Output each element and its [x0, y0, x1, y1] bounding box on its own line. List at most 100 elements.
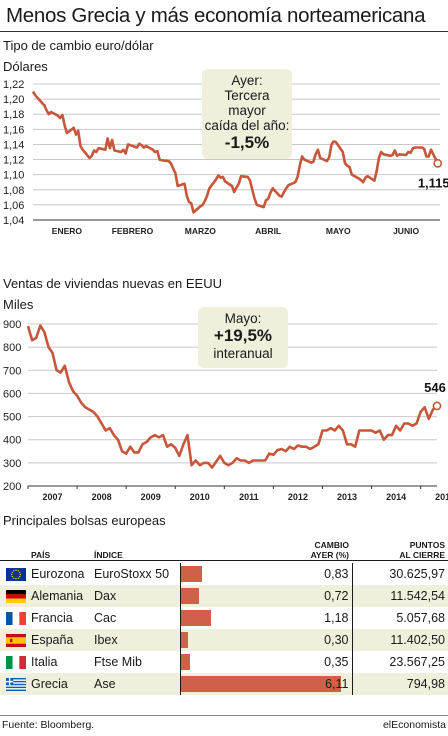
headline-divider — [0, 31, 448, 32]
table-row: Italia Ftse Mib 0,35 23.567,25 — [0, 651, 448, 673]
france-flag-icon — [6, 612, 26, 626]
y-tick-label: 1,04 — [3, 215, 24, 227]
close-points: 11.542,54 — [362, 585, 448, 607]
footer-divider — [0, 715, 448, 716]
x-tick-label: 2010 — [190, 492, 210, 502]
table-row: España Ibex 0,30 11.402,50 — [0, 629, 448, 651]
table-row: Francia Cac 1,18 5.057,68 — [0, 607, 448, 629]
y-tick-label: 600 — [3, 388, 21, 400]
x-tick-label: MAYO — [326, 226, 351, 236]
y-tick-label: 1,10 — [3, 170, 24, 182]
y-tick-label: 1,14 — [3, 139, 24, 151]
change-value: 0,30 — [324, 633, 349, 647]
last-value-label: 1,115 — [418, 175, 448, 190]
change-bar — [180, 632, 189, 648]
change-bar — [180, 676, 341, 692]
x-tick-label: 2009 — [141, 492, 161, 502]
y-tick-label: 1,12 — [3, 155, 24, 167]
close-points: 11.402,50 — [362, 629, 448, 651]
table-header-divider — [0, 560, 448, 561]
chart2-title: Ventas de viviendas nuevas en EEUU — [3, 276, 222, 291]
y-tick-label: 1,22 — [3, 79, 24, 91]
y-tick-label: 1,18 — [3, 109, 24, 121]
change-value: 0,72 — [324, 589, 349, 603]
y-tick-label: 300 — [3, 458, 21, 470]
country-name: Italia — [31, 655, 58, 669]
y-tick-label: 700 — [3, 365, 21, 377]
change-value: 6,11 — [325, 677, 349, 691]
y-tick-label: 1,20 — [3, 94, 24, 106]
stock-table: PAÍS ÍNDICE CAMBIO AYER (%) PUNTOS AL CIER… — [0, 536, 448, 695]
change-bar — [180, 566, 203, 582]
fx-callout-line2: Tercera — [224, 88, 270, 103]
sales-callout-value: +19,5% — [213, 326, 273, 345]
y-tick-label: 400 — [3, 435, 21, 447]
x-tick-label: ENERO — [52, 226, 83, 236]
home-sales-chart: 200 300 400 500 600 700 800 900 2007 2008 2009 2010… — [3, 319, 448, 502]
sales-callout-line1: Mayo: — [224, 311, 262, 326]
series-line — [31, 90, 439, 214]
header-country: PAÍS — [31, 550, 51, 560]
x-tick-label: JUNIO — [393, 226, 419, 236]
fx-callout-line3: mayor — [228, 103, 266, 118]
table-row: Eurozona EuroStoxx 50 0,83 30.625,97 — [0, 563, 448, 585]
germany-flag-icon — [6, 590, 26, 604]
index-name: Dax — [94, 585, 180, 607]
greece-flag-icon — [6, 678, 26, 692]
change-value: 0,83 — [324, 567, 349, 581]
table-header-row: PAÍS ÍNDICE CAMBIO AYER (%) PUNTOS AL CIER… — [0, 536, 448, 563]
header-index: ÍNDICE — [94, 550, 123, 560]
fx-callout-line1: Ayer: — [231, 73, 263, 88]
country-name: Francia — [31, 611, 73, 625]
x-tick-label: 2014 — [386, 492, 406, 502]
y-tick-label: 1,06 — [3, 200, 24, 212]
last-value-label: 546 — [424, 380, 446, 395]
chart1-ylabel: Dólares — [3, 59, 48, 74]
x-tick-label: MARZO — [185, 226, 217, 236]
close-points: 30.625,97 — [389, 567, 445, 581]
fx-callout: Ayer: Tercera mayor caída del año: -1,5% — [202, 69, 292, 159]
y-tick-label: 500 — [3, 412, 21, 424]
x-tick-label: FEBRERO — [112, 226, 154, 236]
fx-callout-value: -1,5% — [224, 133, 270, 152]
country-name: Alemania — [31, 585, 94, 607]
sales-callout: Mayo: +19,5% interanual — [198, 307, 288, 368]
chart2-ylabel: Miles — [3, 297, 34, 312]
index-name: Ftse Mib — [94, 655, 142, 669]
country-name: España — [31, 629, 94, 651]
country-name: Grecia — [31, 673, 94, 695]
series-line — [26, 324, 438, 469]
change-bar — [180, 588, 200, 604]
brand-name: elEconomista — [382, 719, 446, 731]
y-tick-label: 1,16 — [3, 124, 24, 136]
y-tick-label: 900 — [3, 319, 21, 331]
change-bar — [180, 654, 190, 670]
index-name: EuroStoxx 50 — [94, 567, 170, 581]
index-name: Cac — [94, 611, 117, 625]
y-tick-label: 200 — [3, 481, 21, 493]
index-name: Ase — [94, 673, 180, 695]
fx-callout-line4: caída del año: — [204, 118, 290, 133]
change-value: 1,18 — [324, 611, 349, 625]
index-name: Ibex — [94, 629, 180, 651]
sales-callout-line2: interanual — [213, 346, 273, 361]
headline: Menos Grecia y más economía norteamerica… — [6, 4, 426, 27]
x-tick-label: 2011 — [239, 492, 259, 502]
table-title: Principales bolsas europeas — [3, 513, 166, 528]
close-points: 23.567,25 — [389, 655, 445, 669]
x-tick-label: 2007 — [43, 492, 63, 502]
header-change: CAMBIO AYER (%) — [310, 540, 349, 560]
change-value: 0,35 — [324, 655, 349, 669]
close-points: 794,98 — [362, 673, 448, 695]
chart1-title: Tipo de cambio euro/dólar — [3, 38, 154, 53]
x-tick-label: ABRIL — [255, 226, 281, 236]
eu-flag-icon — [6, 568, 26, 582]
last-point-marker — [432, 401, 442, 411]
change-bar — [180, 610, 212, 626]
country-name: Eurozona — [31, 567, 85, 581]
x-tick-label: 2013 — [337, 492, 357, 502]
last-point-marker — [433, 158, 443, 168]
table-row: Alemania Dax 0,72 11.542,54 — [0, 585, 448, 607]
italy-flag-icon — [6, 656, 26, 670]
